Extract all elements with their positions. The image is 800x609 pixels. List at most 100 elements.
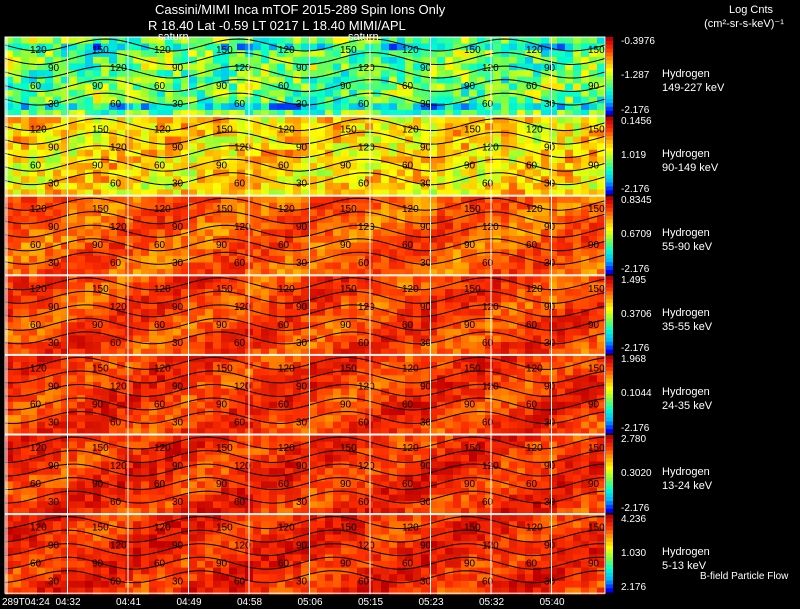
saturn-marker: saturn bbox=[158, 31, 189, 43]
contour-label: 150 bbox=[464, 363, 481, 374]
contour-label: 150 bbox=[92, 443, 109, 454]
chart-subtitle: R 18.40 Lat -0.59 LT 0217 L 18.40 MIMI/A… bbox=[148, 18, 406, 33]
contour-line bbox=[4, 224, 606, 238]
time-tick-label: 04:49 bbox=[176, 597, 202, 608]
contour-label: 90 bbox=[544, 222, 556, 233]
colorbar-2 bbox=[606, 116, 613, 195]
colorbar-mid: 0.6709 bbox=[621, 229, 652, 241]
time-tick-label: 05:23 bbox=[418, 597, 444, 608]
panel-4: 1209060301501209060120906030150120906012… bbox=[4, 275, 623, 356]
contour-label: 120 bbox=[402, 523, 419, 534]
contour-label: 120 bbox=[30, 284, 47, 295]
panel-1: 1209060301501209060120906030150120906012… bbox=[4, 36, 623, 117]
panel-species-label: Hydrogen 90-149 keV bbox=[662, 147, 719, 174]
contour-label: 30 bbox=[296, 417, 308, 428]
contour-label: 150 bbox=[588, 363, 605, 374]
contour-label: 60 bbox=[402, 240, 414, 251]
contour-label: 60 bbox=[110, 179, 122, 190]
contour-line bbox=[4, 317, 606, 331]
panel-7: 1209060301501209060120906030150120906012… bbox=[4, 514, 623, 595]
contour-label: 150 bbox=[464, 284, 481, 295]
contour-label: 90 bbox=[544, 541, 556, 552]
contour-label: 90 bbox=[172, 381, 184, 392]
contour-label: 90 bbox=[464, 559, 476, 570]
contour-label: 30 bbox=[544, 99, 556, 110]
contour-label: 60 bbox=[278, 240, 290, 251]
contour-label: 30 bbox=[420, 99, 432, 110]
contour-label: 60 bbox=[110, 338, 122, 349]
time-tick-label: 04:32 bbox=[55, 597, 81, 608]
time-tick-label: 289T04:24 bbox=[2, 597, 50, 608]
contour-label: 60 bbox=[154, 399, 166, 410]
contour-line bbox=[4, 51, 606, 66]
contour-line bbox=[4, 331, 606, 345]
contour-label: 90 bbox=[48, 222, 60, 233]
contour-line bbox=[4, 356, 606, 370]
time-tick-label: 05:40 bbox=[539, 597, 565, 608]
contour-label: 150 bbox=[588, 125, 605, 136]
contour-label: 30 bbox=[544, 179, 556, 190]
contour-label: 90 bbox=[420, 541, 432, 552]
chart-title: Cassini/MIMI Inca mTOF 2015-289 Spin Ion… bbox=[155, 2, 446, 17]
contour-label: 30 bbox=[48, 179, 60, 190]
contour-label: 120 bbox=[526, 284, 543, 295]
contour-label: 150 bbox=[588, 204, 605, 215]
contour-label: 60 bbox=[358, 179, 370, 190]
contour-label: 30 bbox=[48, 577, 60, 588]
time-tick-label: 05:06 bbox=[297, 597, 323, 608]
contour-label: 120 bbox=[358, 143, 375, 154]
contour-label: 120 bbox=[358, 381, 375, 392]
colorbar-mid: 1.019 bbox=[621, 149, 647, 161]
contour-label: 90 bbox=[172, 63, 184, 74]
contour-label: 60 bbox=[482, 417, 494, 428]
contour-label: 90 bbox=[216, 399, 228, 410]
contour-label: 60 bbox=[358, 258, 370, 269]
contour-label: 120 bbox=[234, 541, 251, 552]
contour-label: 120 bbox=[606, 541, 623, 552]
contour-label: 30 bbox=[172, 417, 184, 428]
contour-label: 120 bbox=[278, 363, 295, 374]
contour-label: 60 bbox=[30, 161, 42, 172]
contour-label: 120 bbox=[234, 143, 251, 154]
contour-label: 60 bbox=[154, 161, 166, 172]
contour-label: 60 bbox=[278, 161, 290, 172]
contour-label: 90 bbox=[48, 302, 60, 313]
contour-label: 120 bbox=[278, 284, 295, 295]
contour-label: 30 bbox=[48, 258, 60, 269]
contour-label: 90 bbox=[48, 143, 60, 154]
contour-label: 120 bbox=[154, 363, 171, 374]
contour-label: 90 bbox=[420, 222, 432, 233]
contour-label: 120 bbox=[402, 45, 419, 56]
contour-label: 150 bbox=[92, 45, 109, 56]
contour-label: 90 bbox=[588, 320, 600, 331]
contour-label: 120 bbox=[606, 63, 623, 74]
contour-label: 60 bbox=[358, 99, 370, 110]
contour-label: 150 bbox=[340, 204, 357, 215]
contour-label: 90 bbox=[216, 559, 228, 570]
contour-label: 150 bbox=[588, 523, 605, 534]
contour-line bbox=[4, 118, 606, 132]
contour-label: 60 bbox=[402, 320, 414, 331]
contour-label: 90 bbox=[588, 240, 600, 251]
panel-3: 1209060301501209060120906030150120906012… bbox=[4, 195, 623, 277]
colorbar-1 bbox=[606, 37, 613, 115]
contour-label: 120 bbox=[402, 443, 419, 454]
contour-label: 60 bbox=[154, 479, 166, 490]
contour-label: 90 bbox=[216, 320, 228, 331]
contour-label: 120 bbox=[358, 461, 375, 472]
contour-label: 60 bbox=[482, 338, 494, 349]
saturn-marker: saturn bbox=[348, 31, 379, 43]
contour-label: 90 bbox=[172, 222, 184, 233]
contour-label: 60 bbox=[358, 338, 370, 349]
contour-label: 120 bbox=[30, 125, 47, 136]
colorbar-min: -2.176 bbox=[621, 423, 650, 434]
contour-label: 120 bbox=[526, 363, 543, 374]
contour-line bbox=[4, 172, 606, 186]
time-tick-label: 05:15 bbox=[358, 597, 384, 608]
contour-label: 90 bbox=[420, 143, 432, 154]
contour-label: 150 bbox=[216, 443, 233, 454]
contour-label: 90 bbox=[544, 381, 556, 392]
footer-label: B-field Particle Flow bbox=[700, 571, 789, 582]
contour-line bbox=[4, 131, 606, 145]
contour-label: 120 bbox=[278, 523, 295, 534]
